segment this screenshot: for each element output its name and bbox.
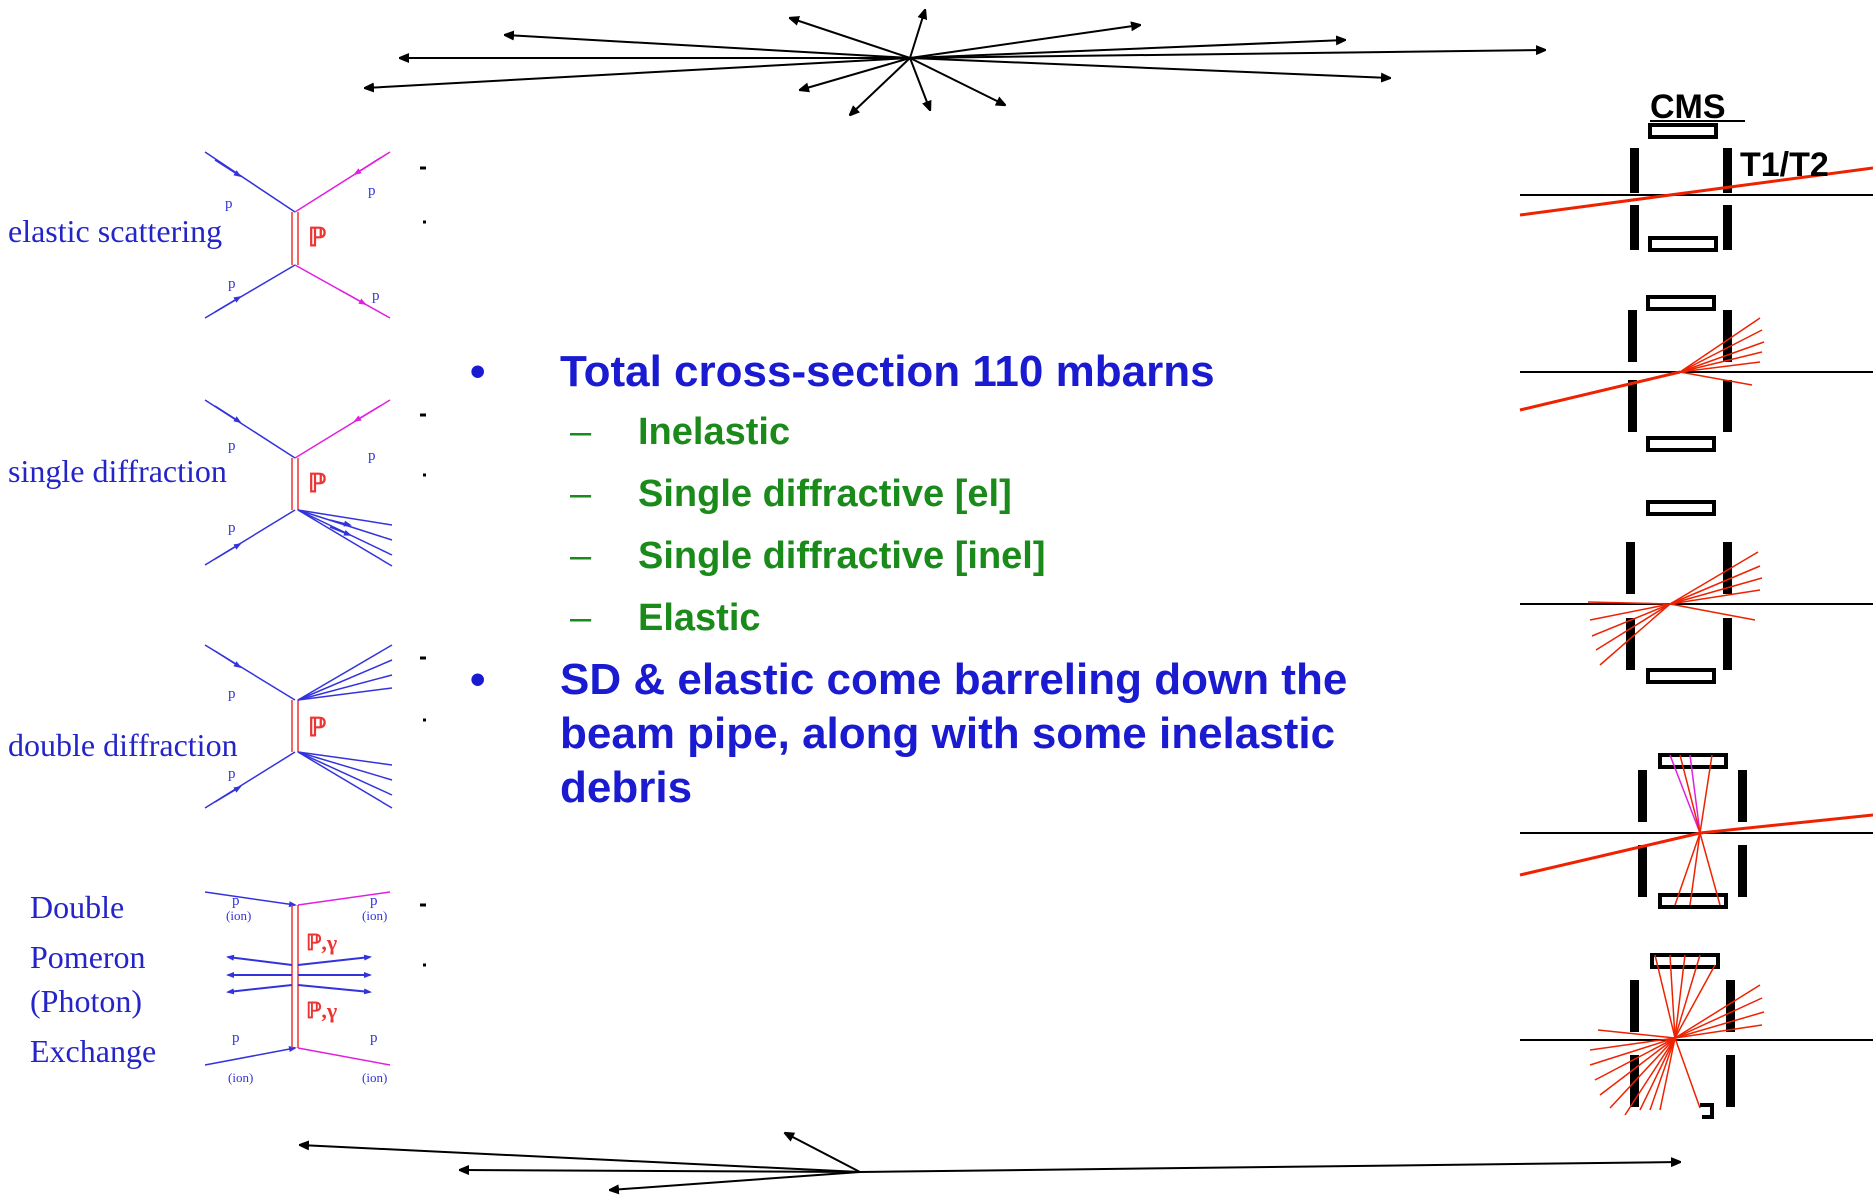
detector-panel-elastic <box>1519 123 1873 252</box>
particle-label: p <box>368 183 376 199</box>
bullet-text: SD & elastic come barreling down the bea… <box>560 655 1348 812</box>
particle-label: p <box>370 893 378 909</box>
sub-bullet-dash: – <box>570 473 592 515</box>
sub-bullet-dash: – <box>570 411 592 453</box>
particle-label: p <box>368 448 376 464</box>
particle-label: p <box>232 893 240 909</box>
sub-bullet-text: Elastic <box>638 597 761 639</box>
bullet-item: • SD & elastic come barreling down the b… <box>470 653 1450 815</box>
particle-label: p <box>228 438 236 454</box>
ion-label: (ion) <box>362 908 387 923</box>
detector-panel-dpe <box>1519 753 1873 909</box>
detector-panel-inelastic <box>1520 953 1873 1119</box>
top-event-burst <box>365 10 1545 115</box>
pomeron-label: ℙ <box>308 223 326 252</box>
sub-bullet-item: – Single diffractive [inel] <box>470 525 1450 587</box>
bullet-text: Total cross-section 110 mbarns <box>560 347 1215 396</box>
particle-label: p <box>228 520 236 536</box>
dpe-label-line-2: Pomeron <box>30 939 146 975</box>
bullet-dot: • <box>470 655 486 704</box>
pomeron-label: ℙ <box>308 713 326 742</box>
elastic-scattering-diagram <box>204 151 391 319</box>
particle-label: p <box>370 1030 378 1046</box>
pomeron-photon-label: ℙ,γ <box>306 930 337 955</box>
dpe-label-line-3: (Photon) <box>30 983 142 1019</box>
detector-title: CMS <box>1650 88 1726 126</box>
bottom-event-burst <box>300 1133 1680 1190</box>
pomeron-photon-label: ℙ,γ <box>306 998 337 1023</box>
single-diffraction-label: single diffraction <box>8 453 227 489</box>
double-diffraction-label: double diffraction <box>8 727 238 763</box>
particle-label: p <box>232 1030 240 1046</box>
sub-bullet-text: Single diffractive [inel] <box>638 535 1046 577</box>
particle-label: p <box>228 276 236 292</box>
particle-label: p <box>228 766 236 782</box>
sub-bullet-text: Inelastic <box>638 411 791 453</box>
bullet-item: • Total cross-section 110 mbarns <box>470 345 1450 399</box>
double-diffraction-diagram <box>204 644 393 809</box>
bullet-dot: • <box>470 347 486 396</box>
ion-label: (ion) <box>228 1070 253 1085</box>
particle-label: p <box>225 196 233 212</box>
detector-panel-single-diffractive <box>1519 295 1873 452</box>
pomeron-label: ℙ <box>308 469 326 498</box>
detector-schematic <box>1519 123 1873 1119</box>
detector-panel-double-diffractive <box>1520 500 1873 684</box>
sub-bullet-item: – Single diffractive [el] <box>470 463 1450 525</box>
sub-bullet-item: – Elastic <box>470 587 1450 649</box>
sub-bullet-dash: – <box>570 535 592 577</box>
dpe-label-line-1: Double <box>30 889 124 925</box>
ion-label: (ion) <box>226 908 251 923</box>
particle-label: p <box>228 686 236 702</box>
diagram-tick-marks <box>420 166 426 967</box>
single-diffraction-diagram <box>204 399 393 567</box>
elastic-scattering-label: elastic scattering <box>8 213 222 249</box>
double-pomeron-exchange-diagram <box>204 891 391 1066</box>
dpe-label-line-4: Exchange <box>30 1033 156 1069</box>
sub-bullet-item: – Inelastic <box>470 401 1450 463</box>
ion-label: (ion) <box>362 1070 387 1085</box>
bullet-list: • Total cross-section 110 mbarns – Inela… <box>470 345 1450 817</box>
sub-bullet-text: Single diffractive [el] <box>638 473 1012 515</box>
detector-subtitle: T1/T2 <box>1740 146 1829 184</box>
sub-bullet-dash: – <box>570 597 592 639</box>
particle-label: p <box>372 288 380 304</box>
